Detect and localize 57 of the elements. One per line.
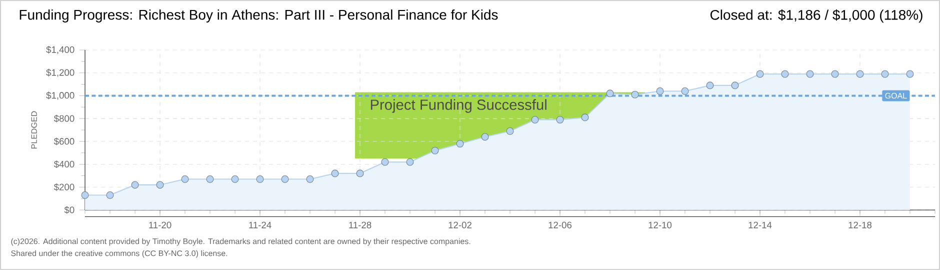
y-tick-label: $200 bbox=[54, 183, 74, 191]
chart-subtitle: Closed at: $1,186 / $1,000 (118%) bbox=[710, 9, 922, 23]
point bbox=[681, 87, 689, 95]
point bbox=[181, 175, 189, 183]
y-tick-label: $400 bbox=[54, 160, 74, 168]
x-tick-label: 11-20 bbox=[149, 222, 172, 228]
text: (c)2026. Additional content provided by Timothy Boyle. Trademarks and related content are owned by their respective companies. bbox=[11, 238, 470, 246]
point bbox=[331, 170, 339, 178]
point bbox=[281, 175, 289, 183]
point bbox=[631, 90, 639, 98]
point bbox=[356, 170, 364, 178]
point bbox=[606, 90, 614, 98]
point bbox=[881, 70, 889, 78]
text: Shared under the creative commons (CC BY-NC 3.0) license. bbox=[11, 250, 228, 258]
point bbox=[306, 175, 314, 183]
y-tick-label: $600 bbox=[54, 138, 74, 146]
point bbox=[731, 82, 739, 90]
point bbox=[481, 133, 489, 141]
point bbox=[706, 82, 714, 90]
point bbox=[206, 175, 214, 183]
point bbox=[831, 70, 839, 78]
point bbox=[381, 158, 389, 166]
point bbox=[406, 158, 414, 166]
point bbox=[806, 70, 814, 78]
ref-line-label: GOAL bbox=[885, 92, 907, 99]
point bbox=[906, 70, 914, 78]
point bbox=[456, 140, 464, 148]
y-axis-title: PLEDGED bbox=[31, 111, 37, 148]
x-tick-label: 11-28 bbox=[349, 222, 372, 228]
x-tick-label: 12-02 bbox=[448, 222, 472, 228]
y-tick-label: $0 bbox=[64, 206, 74, 214]
point bbox=[156, 181, 164, 189]
y-tick-label: $1,200 bbox=[46, 68, 74, 77]
point bbox=[531, 116, 539, 124]
chart-title: Funding Progress: Richest Boy in Athens: Part III - Personal Finance for Kids bbox=[20, 9, 498, 23]
y-tick-label: $1,000 bbox=[46, 92, 74, 100]
point bbox=[656, 87, 664, 95]
x-tick-label: 12-14 bbox=[748, 222, 772, 228]
point bbox=[131, 181, 139, 189]
point bbox=[756, 70, 764, 78]
x-tick-label: 12-10 bbox=[648, 222, 672, 228]
point bbox=[556, 116, 564, 124]
x-tick-label: 11-24 bbox=[249, 222, 272, 228]
annotation: Project Funding Successful bbox=[370, 99, 546, 113]
point bbox=[581, 114, 589, 122]
point bbox=[431, 146, 439, 154]
x-tick-label: 12-18 bbox=[848, 222, 872, 228]
point bbox=[856, 70, 864, 78]
point bbox=[256, 175, 264, 183]
x-tick-label: 12-06 bbox=[548, 222, 572, 228]
point bbox=[81, 191, 89, 199]
point bbox=[231, 175, 239, 183]
y-tick-label: $800 bbox=[54, 114, 74, 122]
point bbox=[781, 70, 789, 78]
point bbox=[506, 127, 514, 135]
y-tick-label: $1,400 bbox=[46, 46, 74, 54]
point bbox=[106, 191, 114, 199]
